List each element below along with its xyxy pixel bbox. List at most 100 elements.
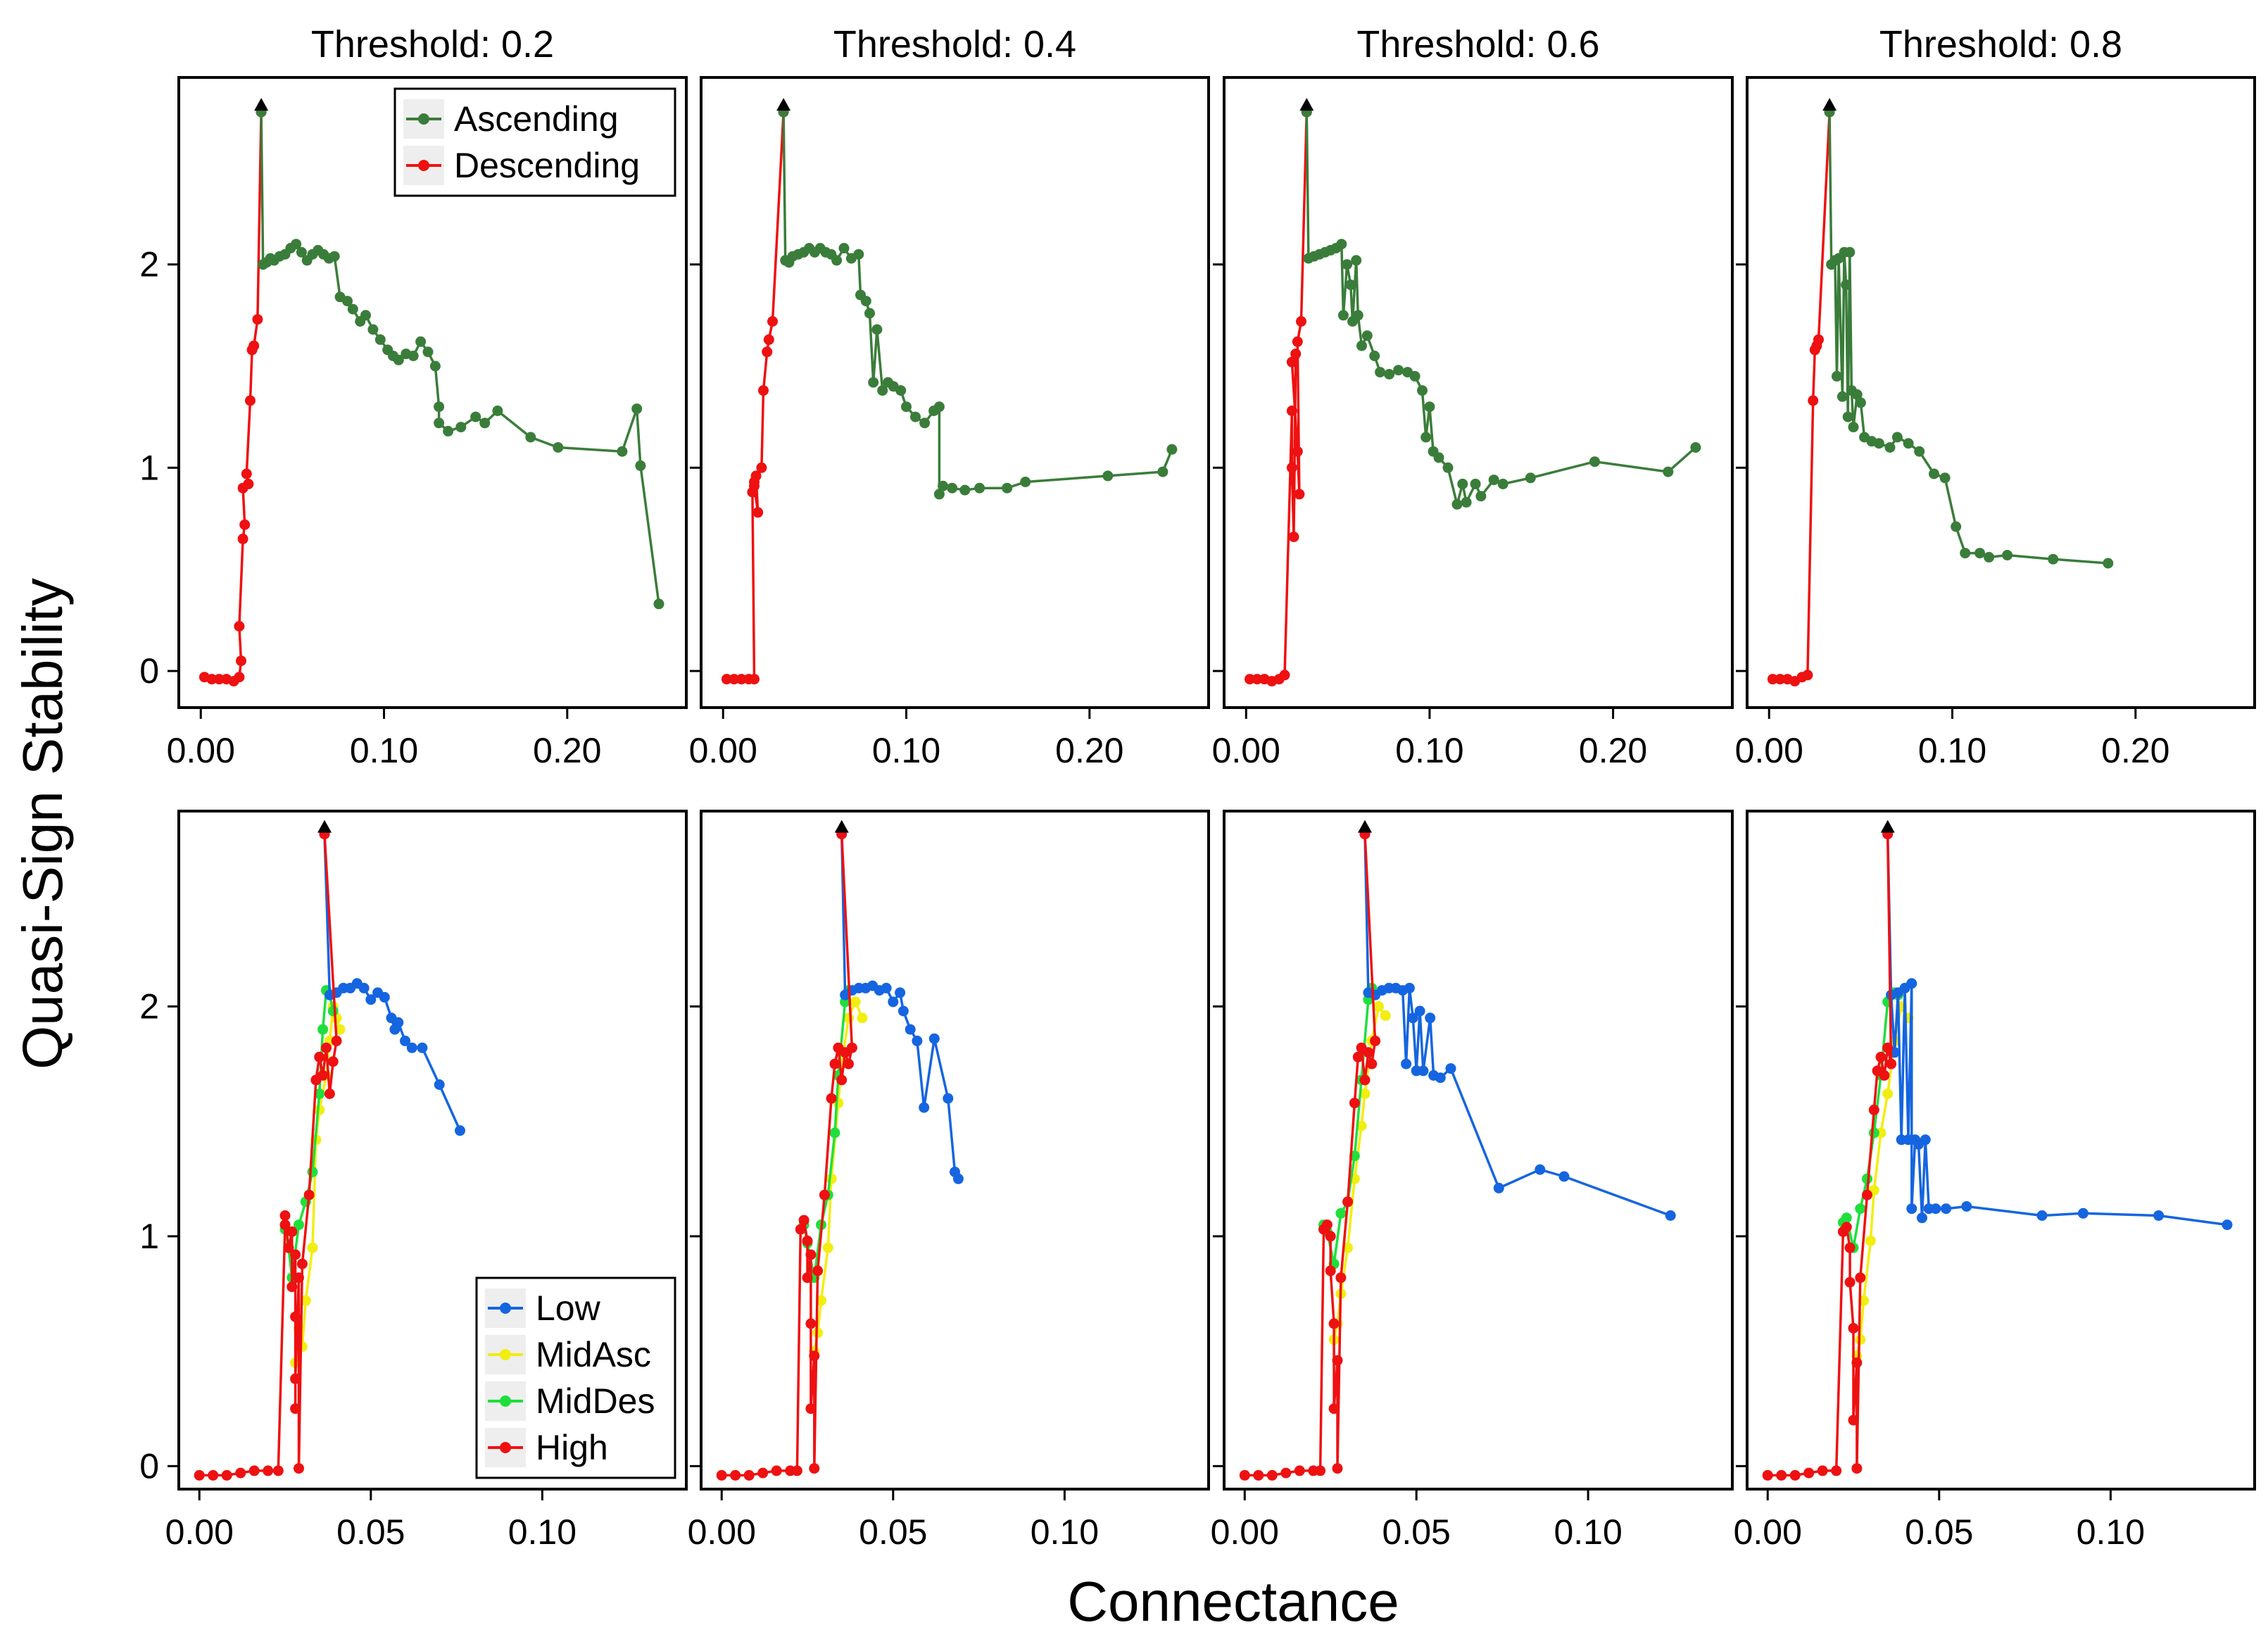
data-point-high: [1370, 1035, 1381, 1046]
data-point-ascending: [947, 482, 958, 494]
data-point-low: [1493, 1182, 1504, 1193]
data-point-ascending: [1442, 462, 1454, 473]
data-point-descending: [1288, 532, 1299, 542]
data-point-ascending: [871, 324, 883, 335]
data-point-ascending: [434, 418, 445, 429]
peak-marker: [254, 98, 269, 111]
data-point-descending: [1286, 462, 1297, 473]
legend-item-low: Low: [485, 1288, 601, 1328]
data-point-midasc: [857, 1012, 868, 1024]
data-point-ascending: [933, 401, 945, 413]
data-point-descending: [1294, 489, 1305, 500]
data-point-high: [716, 1469, 727, 1481]
data-point-ascending: [443, 425, 454, 437]
data-point-ascending: [422, 346, 434, 358]
data-point-descending: [752, 507, 764, 518]
data-point-high: [1803, 1467, 1815, 1479]
data-point-middes: [1868, 1127, 1879, 1138]
data-point-descending: [736, 674, 747, 685]
data-point-high: [303, 1189, 315, 1200]
data-point-high: [809, 1463, 820, 1474]
data-point-midasc: [1359, 1088, 1371, 1099]
data-point-ascending: [429, 360, 441, 372]
x-tick-label: 0.10: [508, 1512, 577, 1552]
legend-key-point: [500, 1349, 511, 1360]
data-point-ascending: [1352, 310, 1363, 321]
data-point-ascending: [374, 334, 386, 345]
data-point-ascending: [1351, 255, 1362, 266]
data-point-descending: [1813, 334, 1824, 345]
data-point-high: [743, 1469, 755, 1481]
x-tick-label: 0.00: [689, 731, 757, 770]
data-point-high: [843, 1058, 854, 1069]
data-point-ascending: [1157, 466, 1168, 477]
legend-label: MidAsc: [536, 1335, 651, 1374]
legend-key-point: [418, 113, 429, 125]
data-point-high: [286, 1226, 298, 1237]
data-point-high: [805, 1249, 817, 1260]
data-point-midasc: [307, 1242, 318, 1253]
data-point-ascending: [868, 377, 879, 388]
data-point-ascending: [1393, 365, 1404, 376]
panel-4: Threshold: 0.8 0.00 0.10 0.20: [1735, 23, 2256, 770]
data-point-high: [317, 1069, 329, 1081]
data-point-high: [802, 1235, 813, 1246]
data-point-high: [290, 1311, 301, 1322]
data-point-high: [809, 1350, 820, 1362]
data-point-high: [1886, 1058, 1897, 1069]
x-tick-label: 0.05: [336, 1512, 405, 1552]
plot-area: [1762, 829, 2233, 1481]
legend-label: Low: [536, 1288, 601, 1328]
data-point-midasc: [1865, 1235, 1876, 1246]
data-point-low: [358, 982, 370, 993]
data-point-high: [1266, 1469, 1278, 1481]
data-point-high: [791, 1465, 802, 1476]
data-point-high: [321, 1042, 332, 1053]
data-point-ascending: [1497, 478, 1508, 489]
data-point-descending: [245, 395, 256, 406]
x-tick-label: 0.10: [1918, 731, 1986, 770]
legend-key-point: [500, 1395, 511, 1407]
data-point-high: [1848, 1414, 1859, 1426]
data-point-ascending: [1356, 340, 1367, 351]
data-point-ascending: [415, 336, 427, 347]
legend-label: Ascending: [454, 99, 619, 139]
legend: Ascending Descending: [393, 87, 676, 197]
legend-key-point: [418, 160, 429, 171]
data-point-low: [1414, 1005, 1425, 1017]
data-point-midasc: [300, 1295, 311, 1306]
data-point-ascending: [1929, 468, 1939, 479]
data-point-low: [1961, 1201, 1972, 1212]
data-point-ascending: [959, 484, 971, 496]
data-point-descending: [1808, 395, 1819, 406]
data-point-high: [1342, 1196, 1354, 1207]
data-point-high: [1359, 1074, 1371, 1086]
series-descending: [199, 106, 267, 686]
series-high: [194, 829, 342, 1481]
data-point-descending: [234, 672, 245, 683]
data-point-descending: [763, 334, 774, 345]
data-point-high: [294, 1463, 304, 1474]
x-tick-label: 0.05: [859, 1512, 927, 1552]
data-point-low: [1445, 1063, 1456, 1074]
data-point-high: [208, 1469, 219, 1481]
data-point-ascending: [910, 411, 921, 422]
data-point-ascending: [860, 296, 871, 307]
series-ascending: [1301, 106, 1701, 510]
data-point-ascending: [2103, 558, 2114, 569]
data-point-descending: [1292, 446, 1303, 457]
data-point-high: [294, 1272, 304, 1284]
panels: Threshold: 0.2 0.00 0.10 0.20 0 1 2 Ascending De…: [139, 23, 2256, 1552]
data-point-high: [1325, 1265, 1336, 1276]
panel-5: 0.00 0.05 0.10 0 1 2 Low MidAsc MidDes High: [139, 810, 688, 1552]
data-point-high: [805, 1318, 817, 1329]
data-point-high: [1328, 1403, 1340, 1414]
data-point-ascending: [470, 411, 481, 422]
series-ascending: [256, 106, 664, 610]
data-point-ascending: [1891, 432, 1903, 443]
data-point-ascending: [1841, 280, 1852, 290]
data-point-high: [1879, 1069, 1890, 1081]
data-point-high: [1789, 1469, 1801, 1481]
data-point-descending: [749, 674, 760, 685]
y-tick-label: 0: [139, 651, 159, 691]
